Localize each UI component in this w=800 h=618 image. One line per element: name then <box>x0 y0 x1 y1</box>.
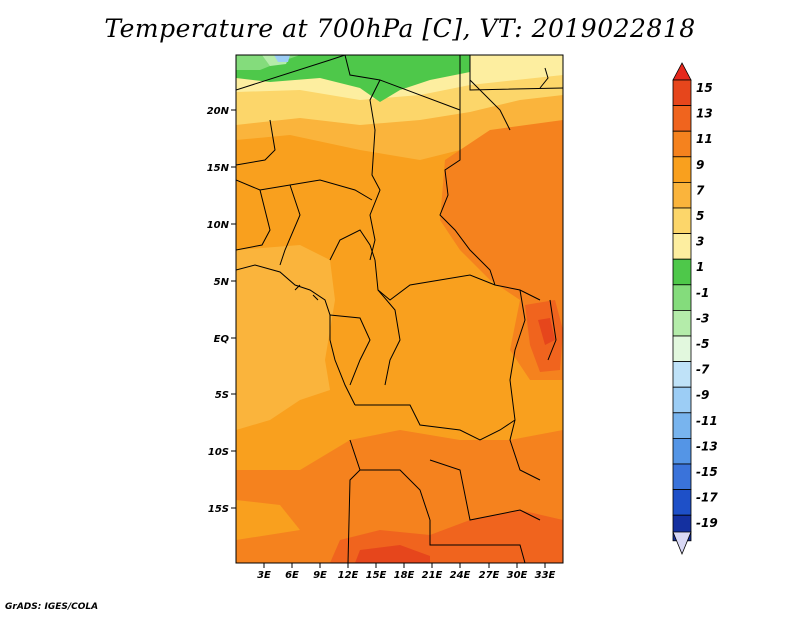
colorbar-swatch <box>672 489 692 516</box>
colorbar-bottom-arrow <box>672 531 692 556</box>
colorbar-swatch <box>672 412 692 439</box>
colorbar-swatch <box>672 181 692 209</box>
colorbar-swatch <box>672 79 692 107</box>
colorbar-label: -7 <box>696 363 710 377</box>
colorbar-swatch <box>672 437 692 465</box>
colorbar-label: -5 <box>696 337 709 351</box>
lon-tick-label: 18E <box>394 570 415 581</box>
colorbar-label: -1 <box>696 286 709 300</box>
latitude-axis: 20N 15N 10N 5N EQ 5S 10S 15S <box>207 106 236 515</box>
lon-tick-label: 6E <box>285 570 299 581</box>
colorbar: 15 13 11 9 7 5 3 1 -1 -3 -5 -7 -9 -11 -13 -15 -17 -19 <box>672 62 718 556</box>
lon-tick-label: 15E <box>366 570 387 581</box>
colorbar-label: 7 <box>696 183 705 197</box>
temperature-field <box>236 55 563 563</box>
lat-tick-label: 15N <box>207 163 230 174</box>
colorbar-top-arrow <box>672 62 692 81</box>
lat-tick-label: EQ <box>214 334 230 345</box>
lat-tick-label: 5S <box>215 390 229 401</box>
lon-tick-label: 12E <box>338 570 359 581</box>
colorbar-swatch <box>672 335 692 363</box>
lon-tick-label: 30E <box>507 570 528 581</box>
colorbar-swatch <box>672 105 692 132</box>
colorbar-label: -15 <box>696 465 718 479</box>
colorbar-label: 15 <box>696 81 713 95</box>
colorbar-label: 13 <box>696 107 713 121</box>
lon-tick-label: 21E <box>422 570 443 581</box>
colorbar-swatch <box>672 361 692 388</box>
colorbar-swatch <box>672 130 692 158</box>
colorbar-swatch <box>672 156 692 183</box>
lat-tick-label: 20N <box>207 106 230 117</box>
colorbar-label: -13 <box>696 439 718 453</box>
colorbar-label: 1 <box>696 260 704 274</box>
colorbar-label: 11 <box>696 132 713 146</box>
colorbar-label: -3 <box>696 311 709 325</box>
colorbar-swatch <box>672 258 692 286</box>
colorbar-label: -11 <box>696 414 718 428</box>
plot-frame <box>235 54 564 564</box>
colorbar-label: -19 <box>696 516 718 530</box>
lat-tick-label: 5N <box>214 277 230 288</box>
map-title: Temperature at 700hPa [C], VT: 201902281… <box>104 14 696 43</box>
credit-text: GrADS: IGES/COLA <box>5 602 99 612</box>
colorbar-swatch <box>672 284 692 311</box>
colorbar-swatch <box>672 309 692 337</box>
lon-tick-label: 24E <box>450 570 471 581</box>
colorbar-swatch <box>672 463 692 491</box>
lon-tick-label: 3E <box>257 570 271 581</box>
country-borders <box>236 55 563 563</box>
lat-tick-label: 10N <box>207 220 230 231</box>
longitude-axis: 3E 6E 9E 12E 15E 18E 21E 24E 27E 30E 33E <box>257 563 556 581</box>
lon-tick-label: 27E <box>479 570 500 581</box>
colorbar-label: -17 <box>696 491 718 505</box>
lat-tick-label: 10S <box>208 447 229 458</box>
colorbar-swatch <box>672 233 692 260</box>
lat-tick-label: 15S <box>208 504 229 515</box>
colorbar-label: 5 <box>696 209 704 223</box>
colorbar-label: 9 <box>696 158 704 172</box>
colorbar-swatch <box>672 386 692 414</box>
colorbar-label: -9 <box>696 388 709 402</box>
colorbar-label: 3 <box>696 235 704 249</box>
lon-tick-label: 9E <box>313 570 327 581</box>
lon-tick-label: 33E <box>535 570 556 581</box>
colorbar-swatch <box>672 207 692 235</box>
